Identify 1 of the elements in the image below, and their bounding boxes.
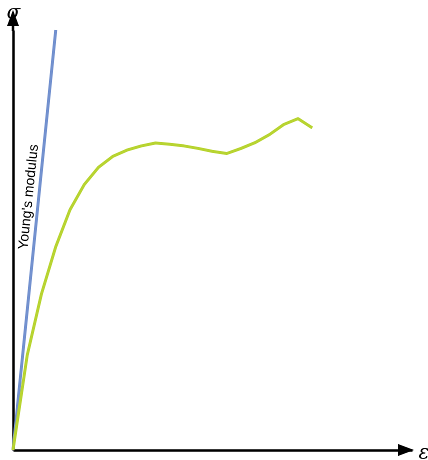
text: Young's modulus (14, 144, 42, 250)
